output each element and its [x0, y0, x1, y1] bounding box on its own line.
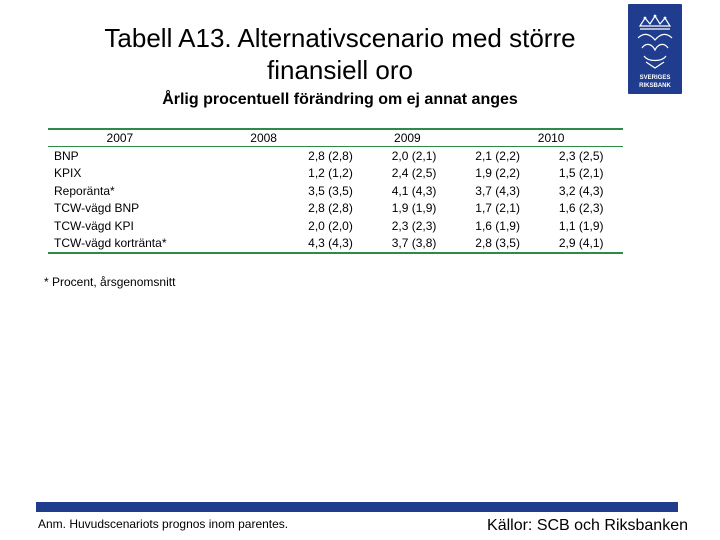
table-row: TCW-vägd BNP 2,8 (2,8) 1,9 (1,9) 1,7 (2,1) 1… [48, 200, 623, 218]
table-cell: 3,7 (4,3) [475, 183, 520, 198]
column-header: 2008 [250, 131, 277, 145]
riksbank-crown-logo-icon: SVERIGES RIKSBANK [637, 14, 673, 89]
table-cell: 2,0 (2,1) [391, 148, 437, 163]
row-label: BNP [54, 148, 79, 163]
table-cell: 1,5 (2,1) [558, 166, 604, 181]
table-cell: 2,0 (2,0) [308, 218, 353, 233]
table-cell: 1,9 (2,2) [475, 166, 520, 181]
table-row: Reporänta* 3,5 (3,5) 4,1 (4,3) 3,7 (4,3) 3,2… [48, 182, 623, 200]
row-label: TCW-vägd kortränta* [54, 236, 167, 251]
title-line-2: finansiell oro [267, 55, 413, 85]
footer-note: Anm. Huvudscenariots prognos inom parent… [38, 517, 289, 531]
table-cell: 2,8 (2,8) [308, 148, 353, 163]
forecast-table-grid: 2007 2008 2009 2010 [48, 130, 623, 146]
table-cell: 1,6 (1,9) [475, 218, 520, 233]
table-cell: 1,2 (1,2) [308, 166, 353, 181]
table-cell: 4,1 (4,3) [391, 183, 437, 198]
table-cell: 4,3 (4,3) [308, 236, 353, 251]
table-header-rule [48, 146, 623, 147]
table-row: BNP 2,8 (2,8) 2,0 (2,1) 2,1 (2,2) 2,3 (2,5) [48, 147, 623, 165]
table-cell: 3,2 (4,3) [558, 183, 604, 198]
table-bottom-rule [48, 252, 623, 254]
title-line-1: Tabell A13. Alternativscenario med störr… [104, 23, 576, 53]
column-header: 2007 [106, 131, 134, 145]
table-cell: 2,9 (4,1) [558, 236, 604, 251]
riksbank-logo: SVERIGES RIKSBANK [628, 4, 682, 94]
table-row: TCW-vägd KPI 2,0 (2,0) 2,3 (2,3) 1,6 (1,9) 1… [48, 217, 623, 235]
table-header-row: 2007 2008 2009 2010 [48, 130, 623, 146]
footnote: * Procent, årsgenomsnitt [44, 275, 176, 289]
table-top-rule [48, 128, 623, 130]
table-cell: 2,8 (2,8) [308, 201, 353, 216]
slide-subtitle: Årlig procentuell förändring om ej annat… [162, 91, 518, 108]
row-label: Reporänta* [54, 183, 115, 198]
table-cell: 2,3 (2,5) [558, 148, 604, 163]
table-cell: 1,6 (2,3) [558, 201, 604, 216]
row-label: KPIX [54, 166, 82, 181]
table-cell: 1,9 (1,9) [391, 201, 437, 216]
row-label: TCW-vägd BNP [54, 201, 140, 216]
footer-bar [36, 502, 678, 512]
column-header: 2009 [394, 131, 421, 145]
forecast-table-body: BNP 2,8 (2,8) 2,0 (2,1) 2,1 (2,2) 2,3 (2,5) K… [48, 147, 623, 252]
forecast-table: 2007 2008 2009 2010 BNP 2,8 (2,8) 2,0 (2,1… [48, 128, 623, 254]
slide-title: Tabell A13. Alternativscenario med störr… [40, 22, 640, 86]
table-cell: 2,1 (2,2) [475, 148, 520, 163]
table-cell: 2,3 (2,3) [391, 218, 437, 233]
logo-text-line-2: RIKSBANK [639, 83, 671, 89]
logo-text-line-1: SVERIGES [640, 75, 671, 81]
row-label: TCW-vägd KPI [54, 218, 134, 233]
table-row: KPIX 1,2 (1,2) 2,4 (2,5) 1,9 (2,2) 1,5 (2,1) [48, 165, 623, 183]
table-cell: 1,1 (1,9) [558, 218, 604, 233]
table-cell: 2,4 (2,5) [391, 166, 437, 181]
column-header: 2010 [537, 131, 565, 145]
table-cell: 2,8 (3,5) [475, 236, 520, 251]
table-cell: 3,5 (3,5) [308, 183, 353, 198]
table-cell: 3,7 (3,8) [391, 236, 437, 251]
table-row: TCW-vägd kortränta* 4,3 (4,3) 3,7 (3,8) 2,8… [48, 235, 623, 253]
table-cell: 1,7 (2,1) [475, 201, 520, 216]
footer-source: Källor: SCB och Riksbanken [487, 517, 688, 534]
